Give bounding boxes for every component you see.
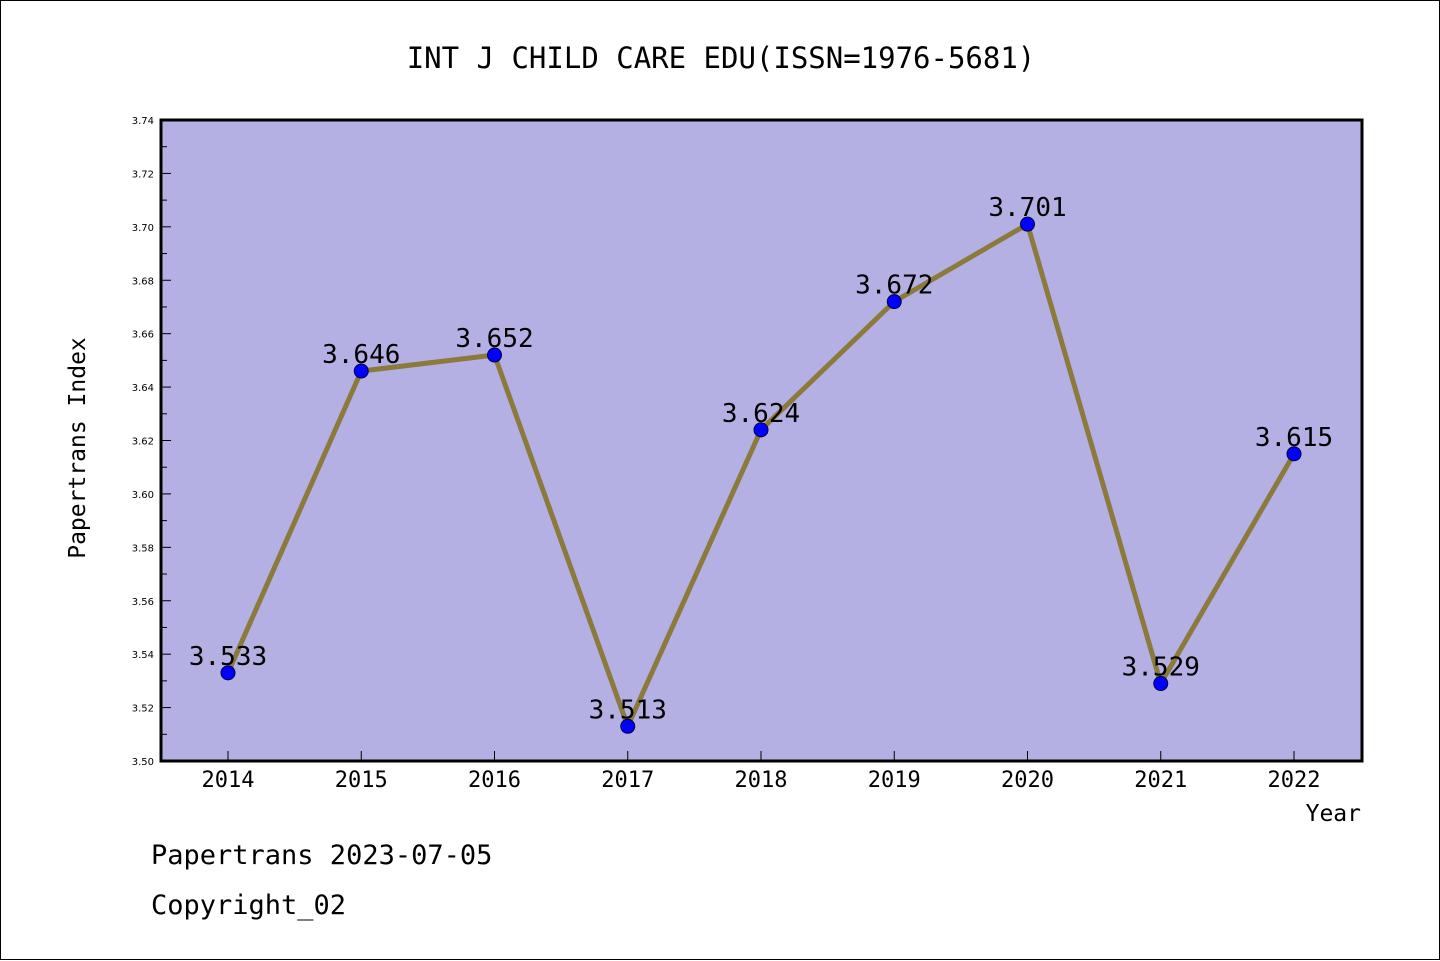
x-tick-label: 2017: [601, 768, 654, 793]
data-markers: [220, 216, 1302, 734]
data-label: 3.652: [455, 324, 533, 354]
data-point: [1020, 216, 1035, 232]
y-axis-ticks: [161, 119, 171, 762]
data-point: [1286, 446, 1302, 462]
data-point: [620, 718, 636, 734]
x-tick-label: 2022: [1268, 768, 1321, 793]
x-tick-label: 2020: [1001, 768, 1054, 793]
y-tick-label: 3.54: [132, 650, 154, 661]
data-point: [220, 665, 236, 681]
x-axis-title: Year: [1306, 801, 1361, 827]
x-tick-label: 2016: [468, 768, 521, 793]
footer-copyright: Copyright_02: [151, 890, 346, 921]
footer-date: Papertrans 2023-07-05: [151, 840, 492, 871]
y-tick-label: 3.50: [132, 757, 154, 768]
x-tick-label: 2015: [335, 768, 388, 793]
plot-frame: [159, 118, 1364, 763]
x-axis-tick-labels: 2014 2015 2016 2017 2018 2019 2020 2021 2022: [202, 768, 1321, 793]
data-label: 3.533: [189, 642, 267, 672]
y-tick-label: 3.70: [132, 223, 154, 234]
data-label: 3.624: [722, 399, 800, 429]
data-label: 3.701: [988, 193, 1066, 223]
data-labels: 3.533 3.646 3.652 3.513 3.624 3.672 3.701 3.529…: [189, 193, 1333, 725]
data-point: [886, 294, 902, 310]
data-label: 3.513: [589, 695, 667, 725]
y-axis-tick-labels: 3.50 3.52 3.54 3.56 3.58 3.60 3.62 3.64 3.66 3.68…: [132, 116, 154, 768]
y-axis-title: Papertrans Index: [65, 337, 91, 559]
y-tick-label: 3.74: [132, 116, 154, 127]
x-axis-ticks: [227, 751, 1295, 761]
data-point: [353, 363, 369, 379]
data-label: 3.672: [855, 271, 933, 301]
y-tick-label: 3.58: [132, 543, 154, 554]
x-tick-label: 2014: [202, 768, 255, 793]
data-label: 3.615: [1255, 423, 1333, 453]
y-tick-label: 3.62: [132, 437, 154, 448]
y-tick-label: 3.52: [132, 704, 154, 715]
x-tick-label: 2018: [735, 768, 788, 793]
y-tick-label: 3.64: [132, 383, 154, 394]
y-tick-label: 3.66: [132, 330, 154, 341]
data-point: [753, 422, 769, 438]
x-tick-label: 2021: [1134, 768, 1187, 793]
data-point: [1153, 676, 1169, 692]
y-tick-label: 3.68: [132, 276, 154, 287]
data-label: 3.529: [1122, 653, 1200, 683]
y-tick-label: 3.56: [132, 597, 154, 608]
y-tick-label: 3.60: [132, 490, 154, 501]
chart-title: INT J CHILD CARE EDU(ISSN=1976-5681): [407, 41, 1036, 75]
x-tick-label: 2019: [868, 768, 921, 793]
plot-area: [161, 120, 1362, 761]
y-tick-label: 3.72: [132, 169, 154, 180]
data-point: [487, 347, 502, 363]
data-label: 3.646: [322, 340, 400, 370]
